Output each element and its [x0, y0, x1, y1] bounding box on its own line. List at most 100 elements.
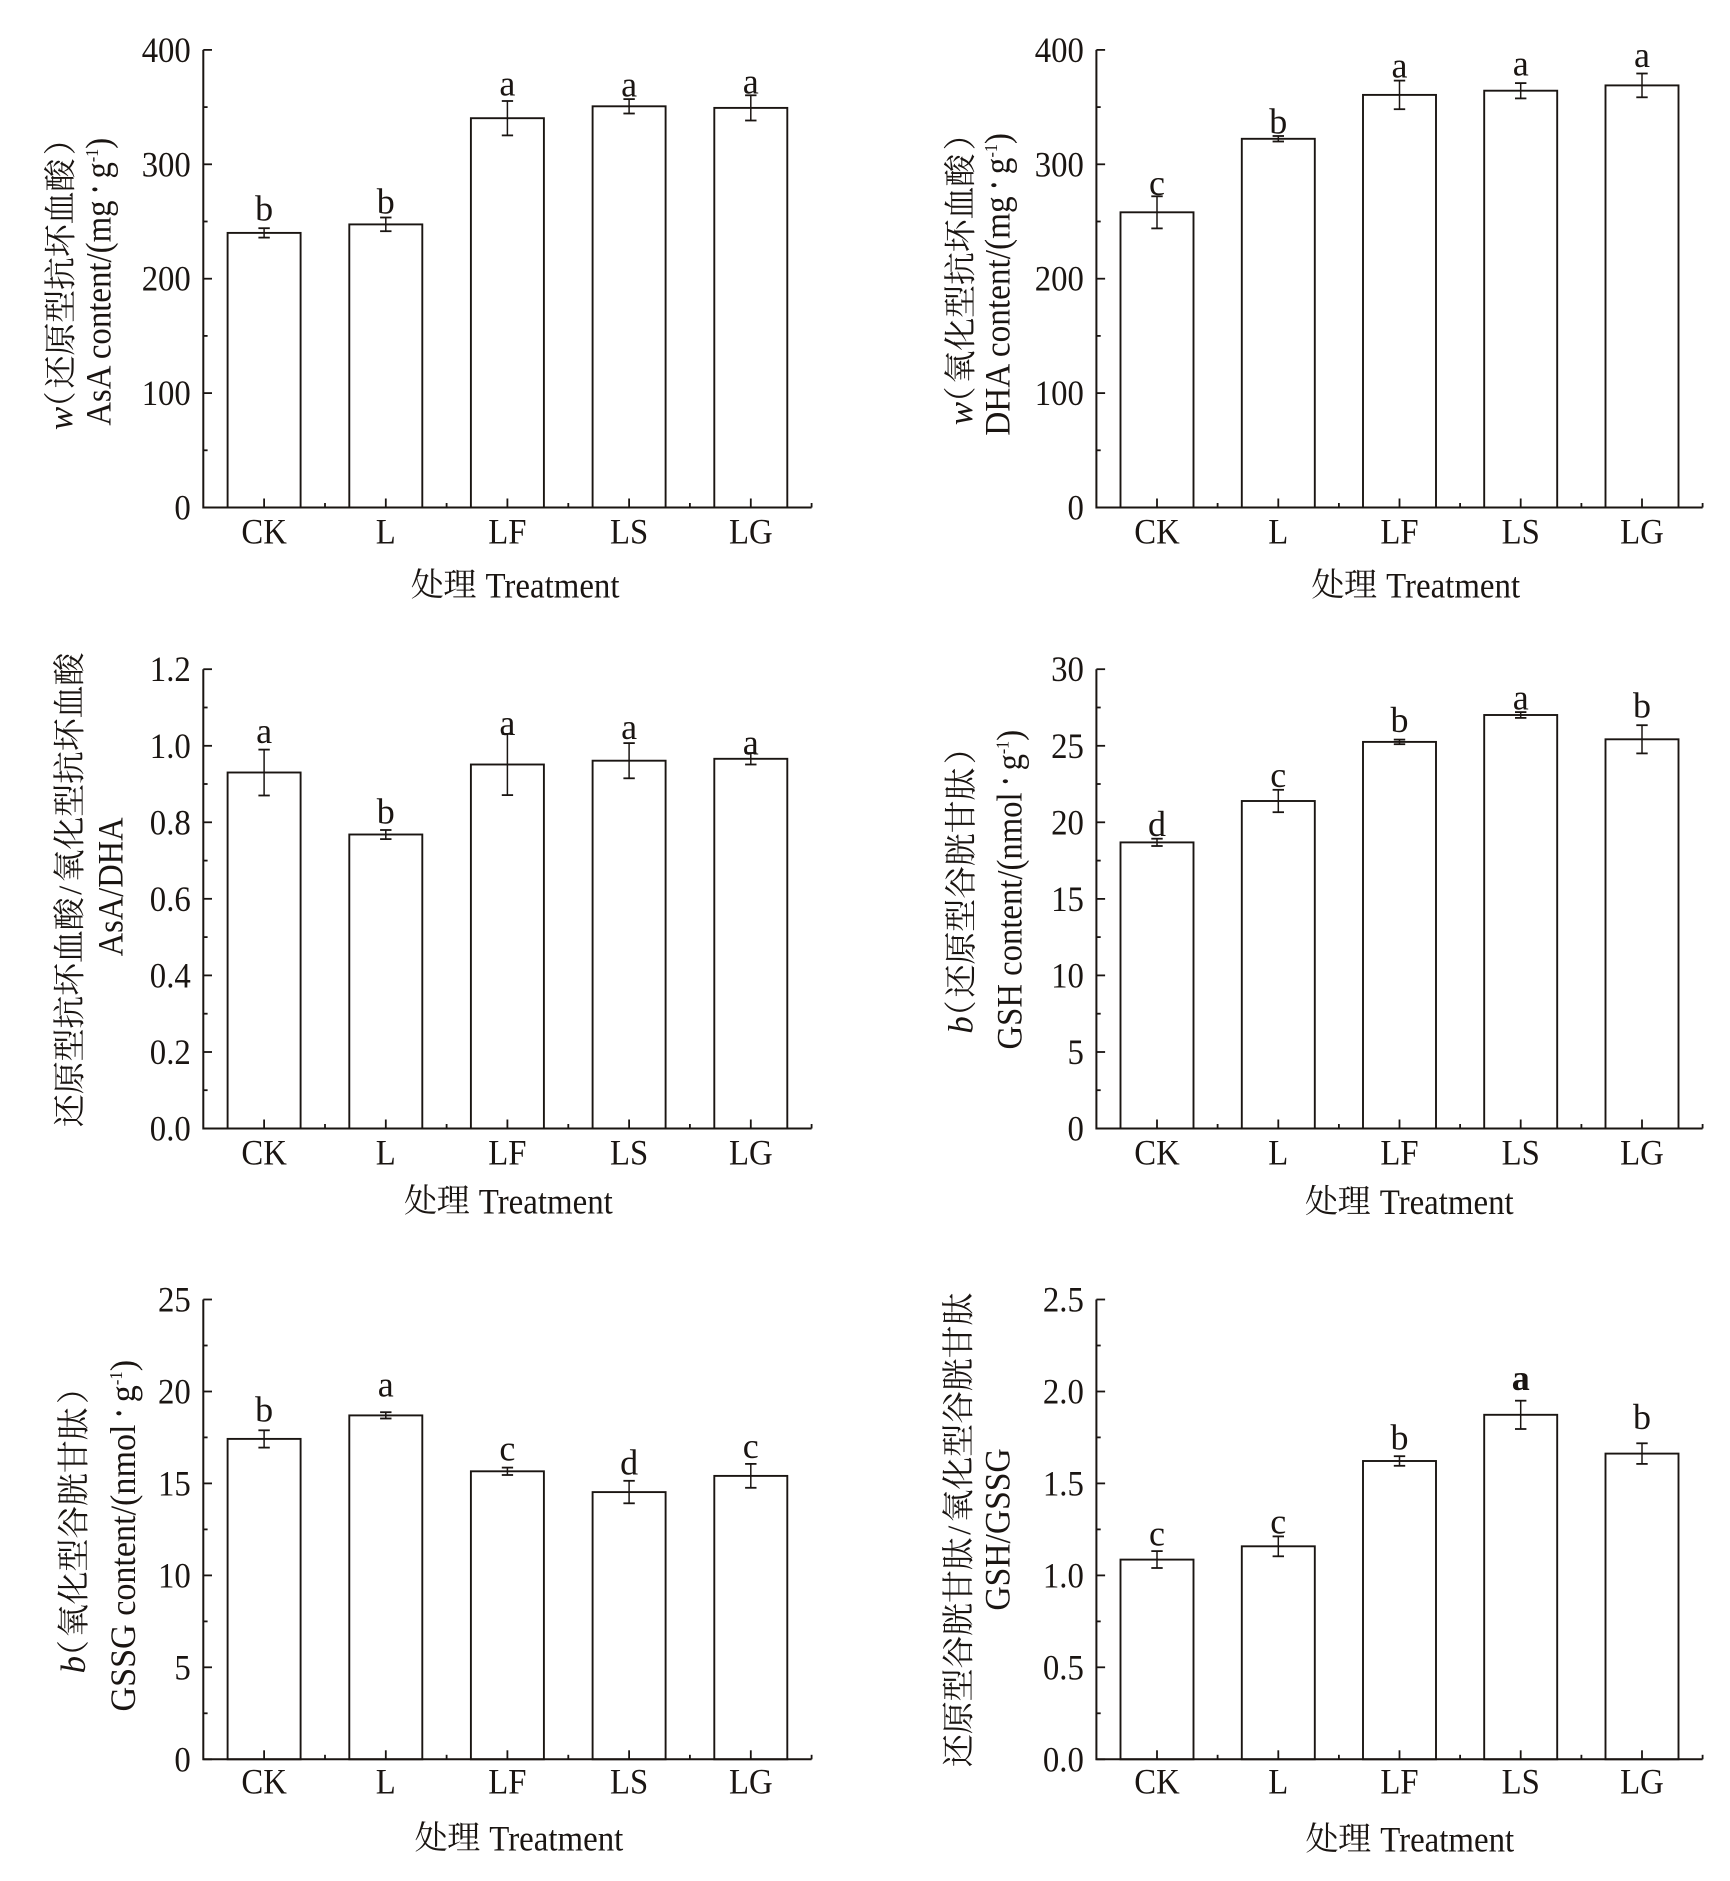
svg-text:10: 10	[1051, 955, 1084, 995]
svg-text:a: a	[1513, 677, 1529, 717]
svg-text:25: 25	[158, 1280, 191, 1320]
svg-text:L: L	[1268, 1761, 1288, 1801]
svg-text:300: 300	[142, 144, 191, 184]
svg-text:a: a	[256, 711, 272, 751]
svg-text:0.6: 0.6	[150, 879, 191, 919]
svg-text:CK: CK	[1134, 1761, 1180, 1801]
svg-text:GSSG content/(nmol: GSSG content/(nmol	[103, 1425, 143, 1712]
svg-text:L: L	[376, 512, 396, 552]
svg-text:CK: CK	[1134, 512, 1180, 552]
svg-text:a: a	[621, 65, 637, 105]
svg-text:LS: LS	[1502, 1761, 1540, 1801]
svg-text:0.4: 0.4	[150, 955, 191, 995]
svg-text:LS: LS	[610, 1761, 648, 1801]
svg-text:b: b	[1633, 686, 1651, 726]
svg-text:100: 100	[1035, 373, 1084, 413]
svg-text:w: w	[941, 401, 980, 425]
svg-text:L: L	[1268, 1133, 1288, 1173]
svg-text:0: 0	[1068, 1109, 1084, 1149]
svg-text:Treatment: Treatment	[479, 1181, 613, 1221]
svg-text:15: 15	[158, 1463, 191, 1503]
svg-text:LF: LF	[1380, 1761, 1418, 1801]
svg-text:LS: LS	[1502, 1133, 1540, 1173]
svg-text:g: g	[978, 158, 1018, 175]
svg-text:10: 10	[158, 1555, 191, 1595]
svg-text:LG: LG	[729, 512, 773, 552]
svg-text:LG: LG	[1620, 1761, 1664, 1801]
svg-text:b: b	[941, 1016, 980, 1034]
svg-text:LS: LS	[610, 512, 648, 552]
svg-text:g: g	[103, 1385, 143, 1402]
svg-text:L: L	[1268, 512, 1288, 552]
svg-text:0: 0	[174, 488, 190, 528]
svg-text:LF: LF	[488, 1761, 526, 1801]
svg-text:a: a	[743, 61, 759, 101]
svg-text:c: c	[1270, 755, 1286, 795]
svg-text:·: ·	[981, 776, 1030, 787]
svg-text:c: c	[499, 1429, 515, 1469]
svg-text:0.5: 0.5	[1043, 1647, 1084, 1687]
svg-text:20: 20	[1051, 802, 1084, 842]
svg-text:1.0: 1.0	[1043, 1555, 1084, 1595]
svg-text:LF: LF	[488, 512, 526, 552]
svg-text:400: 400	[1035, 30, 1084, 70]
svg-text:LF: LF	[1380, 512, 1418, 552]
svg-text:LS: LS	[1502, 512, 1540, 552]
svg-text:g: g	[989, 754, 1029, 770]
svg-text:b: b	[377, 181, 395, 221]
svg-text:b: b	[1391, 1418, 1409, 1458]
svg-text:0: 0	[1068, 488, 1084, 528]
svg-text:d: d	[1148, 804, 1166, 844]
svg-text:LG: LG	[1620, 512, 1664, 552]
svg-text:): )	[989, 730, 1029, 741]
svg-text:a: a	[1512, 1358, 1530, 1398]
svg-text:): )	[978, 133, 1018, 144]
svg-text:/: /	[942, 1525, 978, 1535]
svg-text:·: ·	[95, 1408, 144, 1419]
svg-text:LS: LS	[610, 1133, 648, 1173]
svg-text:Treatment: Treatment	[486, 566, 620, 606]
svg-text:-1: -1	[993, 741, 1013, 754]
svg-text:200: 200	[142, 259, 191, 299]
svg-text:2.0: 2.0	[1043, 1372, 1084, 1412]
svg-text:a: a	[378, 1365, 394, 1405]
svg-text:400: 400	[142, 30, 191, 70]
svg-text:a: a	[1392, 46, 1408, 86]
svg-text:0.8: 0.8	[150, 802, 191, 842]
svg-text:-1: -1	[981, 144, 1001, 158]
svg-text:AsA/DHA: AsA/DHA	[90, 817, 130, 956]
svg-text:b: b	[1269, 101, 1287, 141]
svg-text:a: a	[743, 723, 759, 763]
svg-text:GSH content/(nmol: GSH content/(nmol	[989, 792, 1029, 1049]
svg-text:5: 5	[1068, 1032, 1084, 1072]
svg-text:a: a	[621, 707, 637, 747]
svg-text:0: 0	[174, 1739, 190, 1779]
svg-text:Treatment: Treatment	[1380, 1182, 1514, 1222]
svg-text:Treatment: Treatment	[1380, 1820, 1514, 1860]
svg-text:LG: LG	[729, 1133, 773, 1173]
svg-text:30: 30	[1051, 649, 1084, 689]
svg-text:b: b	[54, 1656, 93, 1674]
svg-text:AsA content/(mg: AsA content/(mg	[79, 200, 119, 425]
svg-text:c: c	[1149, 163, 1165, 203]
svg-text:L: L	[376, 1133, 396, 1173]
svg-text:0.0: 0.0	[1043, 1739, 1084, 1779]
svg-text:20: 20	[158, 1372, 191, 1412]
svg-text:LG: LG	[729, 1761, 773, 1801]
svg-text:300: 300	[1035, 144, 1084, 184]
svg-text:5: 5	[174, 1647, 190, 1687]
svg-text:c: c	[743, 1426, 759, 1466]
svg-text:CK: CK	[241, 1133, 287, 1173]
svg-text:1.5: 1.5	[1043, 1463, 1084, 1503]
svg-text:·: ·	[969, 180, 1018, 191]
svg-text:a: a	[499, 703, 515, 743]
svg-text:200: 200	[1035, 259, 1084, 299]
svg-text:): )	[79, 138, 119, 149]
svg-text:0.2: 0.2	[150, 1032, 191, 1072]
svg-text:Treatment: Treatment	[1386, 566, 1520, 606]
svg-text:/: /	[53, 885, 89, 895]
svg-text:b: b	[255, 188, 273, 228]
svg-text:a: a	[499, 63, 515, 103]
svg-text:25: 25	[1051, 726, 1084, 766]
svg-text:DHA content/(mg: DHA content/(mg	[978, 196, 1018, 436]
